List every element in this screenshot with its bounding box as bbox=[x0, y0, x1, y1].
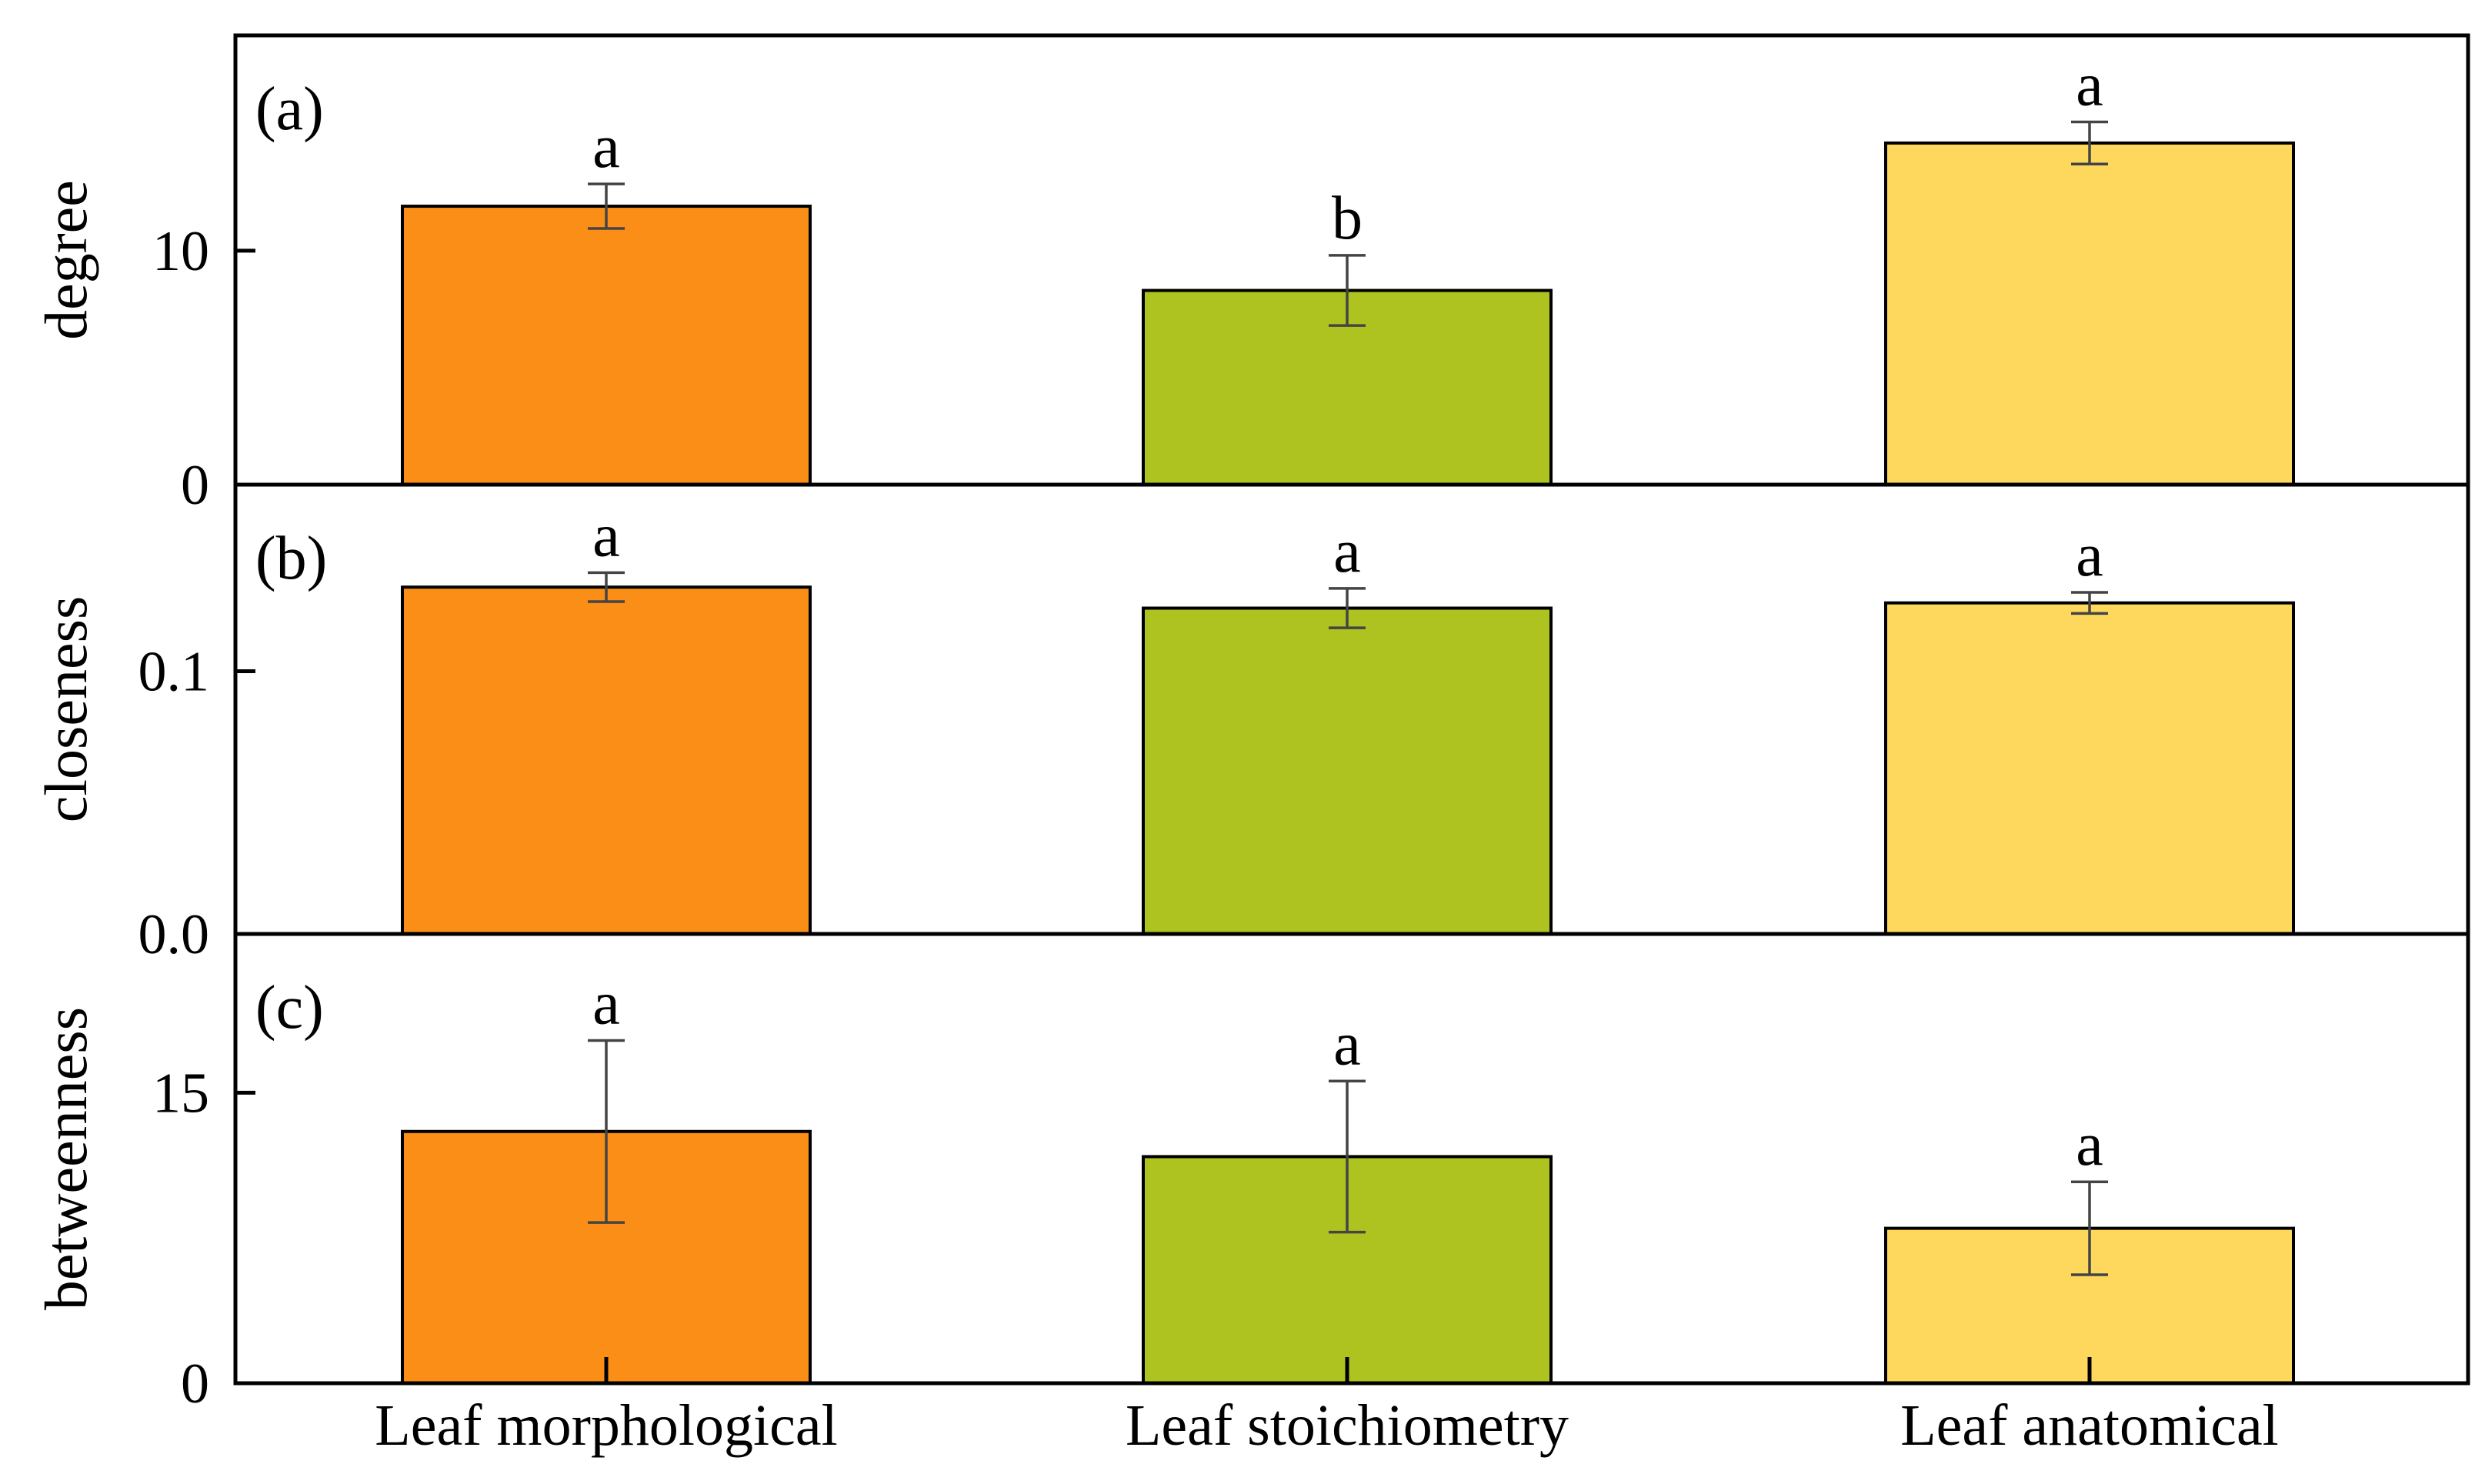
y-tick-label: 0 bbox=[181, 454, 209, 517]
significance-letter: a bbox=[592, 113, 620, 181]
panel-label: (b) bbox=[255, 525, 327, 592]
significance-letter: a bbox=[592, 969, 620, 1037]
x-category-label: Leaf morphological bbox=[375, 1393, 837, 1458]
y-tick-label: 0.0 bbox=[138, 903, 210, 966]
y-tick-label: 15 bbox=[152, 1062, 209, 1125]
y-tick-label: 0.1 bbox=[138, 640, 210, 703]
bar bbox=[1884, 141, 2295, 487]
panel-frame bbox=[233, 932, 2470, 1386]
significance-letter: a bbox=[1333, 518, 1361, 585]
bar bbox=[1142, 606, 1553, 936]
panel-label: (a) bbox=[255, 75, 324, 143]
bar bbox=[1884, 601, 2295, 935]
x-category-label: Leaf anatomical bbox=[1900, 1393, 2279, 1458]
significance-letter: a bbox=[2076, 522, 2103, 589]
significance-letter: b bbox=[1332, 185, 1363, 252]
significance-letter: a bbox=[2076, 1111, 2103, 1179]
y-axis-label: betweenness bbox=[32, 1007, 99, 1310]
y-axis-label: degree bbox=[32, 180, 99, 340]
bar bbox=[401, 205, 812, 486]
y-axis-label: closeness bbox=[32, 596, 99, 823]
y-tick-label: 0 bbox=[181, 1352, 209, 1416]
bar bbox=[401, 585, 812, 935]
panel-label: (c) bbox=[255, 974, 324, 1042]
significance-letter: a bbox=[2076, 52, 2103, 119]
x-category-label: Leaf stoichiometry bbox=[1126, 1393, 1569, 1458]
y-tick-label: 10 bbox=[152, 220, 209, 283]
significance-letter: a bbox=[1333, 1010, 1361, 1078]
significance-letter: a bbox=[592, 502, 620, 569]
